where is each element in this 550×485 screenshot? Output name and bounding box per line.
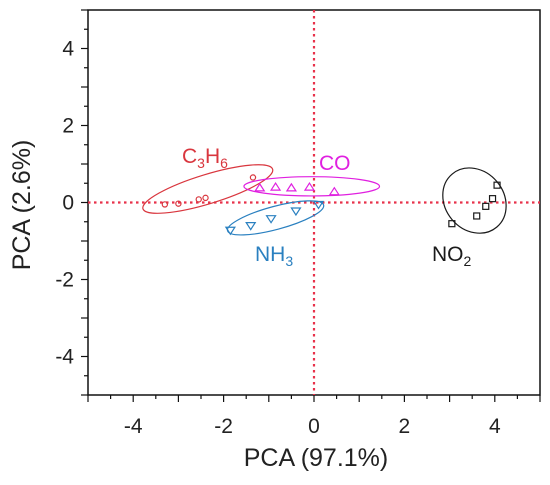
- x-tick-label: -4: [124, 415, 143, 438]
- co-label: CO: [319, 152, 351, 175]
- y-axis-title: PCA (2.6%): [8, 140, 36, 271]
- c3h6-label: C3H6: [182, 145, 228, 171]
- y-tick-label: 0: [62, 192, 74, 215]
- data-points: [161, 174, 501, 236]
- co-ellipse: [243, 176, 381, 197]
- nh3-point: [312, 200, 325, 210]
- c3h6-point: [161, 201, 169, 208]
- no2-point: [448, 220, 456, 228]
- nh3-ellipse: [226, 200, 325, 236]
- nh3-point: [224, 226, 236, 236]
- nh3-label: NH3: [255, 243, 293, 269]
- x-tick-label: 0: [308, 415, 320, 438]
- no2-ellipse: [442, 167, 507, 234]
- nh3-point: [265, 215, 277, 224]
- no2-label: NO2: [432, 243, 472, 269]
- y-axis: -4 -2 0 2 4: [55, 9, 88, 396]
- no2-point: [473, 212, 481, 220]
- y-tick-label: 4: [62, 38, 74, 61]
- co-point: [328, 186, 340, 196]
- x-tick-label: -2: [214, 415, 233, 438]
- nh3-point: [290, 207, 302, 217]
- x-tick-label: 2: [399, 415, 411, 438]
- nh3-point: [245, 222, 257, 231]
- c3h6-point: [249, 174, 257, 181]
- x-axis: -4 -2 0 2 4: [87, 395, 541, 438]
- no2-point: [488, 195, 497, 203]
- y-tick-label: 2: [62, 115, 74, 138]
- co-point: [285, 182, 297, 192]
- c3h6-point: [202, 194, 209, 202]
- no2-point: [482, 202, 490, 210]
- c3h6-point: [175, 200, 182, 207]
- no2-point: [493, 181, 501, 189]
- x-axis-title: PCA (97.1%): [244, 444, 389, 472]
- series-labels: C3H6 CO NH3 NO2: [182, 145, 472, 269]
- c3h6-ellipse: [142, 164, 274, 214]
- co-point: [269, 181, 282, 191]
- co-point: [303, 181, 316, 191]
- y-tick-label: -4: [55, 346, 74, 369]
- x-tick-label: 4: [489, 415, 501, 438]
- c3h6-point: [195, 196, 202, 203]
- co-point: [254, 182, 266, 192]
- y-tick-label: -2: [55, 269, 74, 292]
